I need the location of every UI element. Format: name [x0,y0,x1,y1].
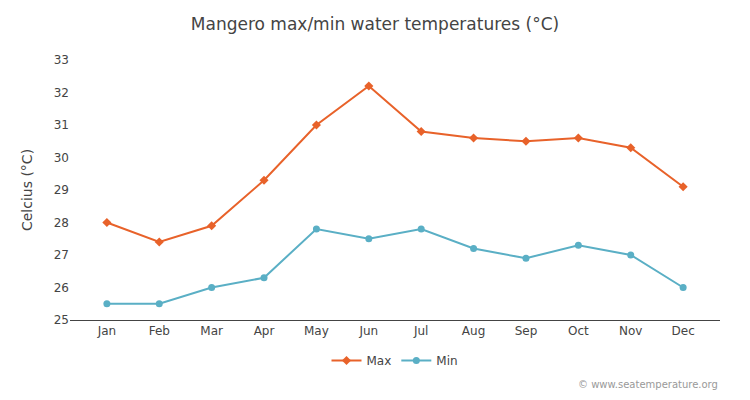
svg-text:Celcius (°C): Celcius (°C) [19,149,35,231]
svg-text:Jan: Jan [97,324,117,338]
svg-text:Mangero max/min water temperat: Mangero max/min water temperatures (°C) [191,14,559,34]
svg-text:May: May [304,324,329,338]
svg-text:30: 30 [54,151,69,165]
svg-text:Dec: Dec [672,324,695,338]
svg-text:25: 25 [54,313,69,327]
svg-text:Aug: Aug [462,324,485,338]
svg-text:31: 31 [54,118,69,132]
svg-text:Apr: Apr [254,324,275,338]
svg-text:Feb: Feb [149,324,170,338]
svg-text:Sep: Sep [515,324,538,338]
svg-text:26: 26 [54,281,69,295]
svg-text:Min: Min [436,354,457,368]
svg-text:Oct: Oct [568,324,589,338]
svg-text:32: 32 [54,86,69,100]
svg-text:33: 33 [54,53,69,67]
svg-text:Jul: Jul [413,324,428,338]
svg-text:27: 27 [54,248,69,262]
svg-text:Mar: Mar [200,324,223,338]
svg-text:Jun: Jun [358,324,378,338]
svg-text:© www.seatemperature.org: © www.seatemperature.org [578,379,718,390]
svg-text:Max: Max [367,354,392,368]
svg-text:Nov: Nov [619,324,642,338]
svg-text:29: 29 [54,183,69,197]
svg-text:28: 28 [54,216,69,230]
